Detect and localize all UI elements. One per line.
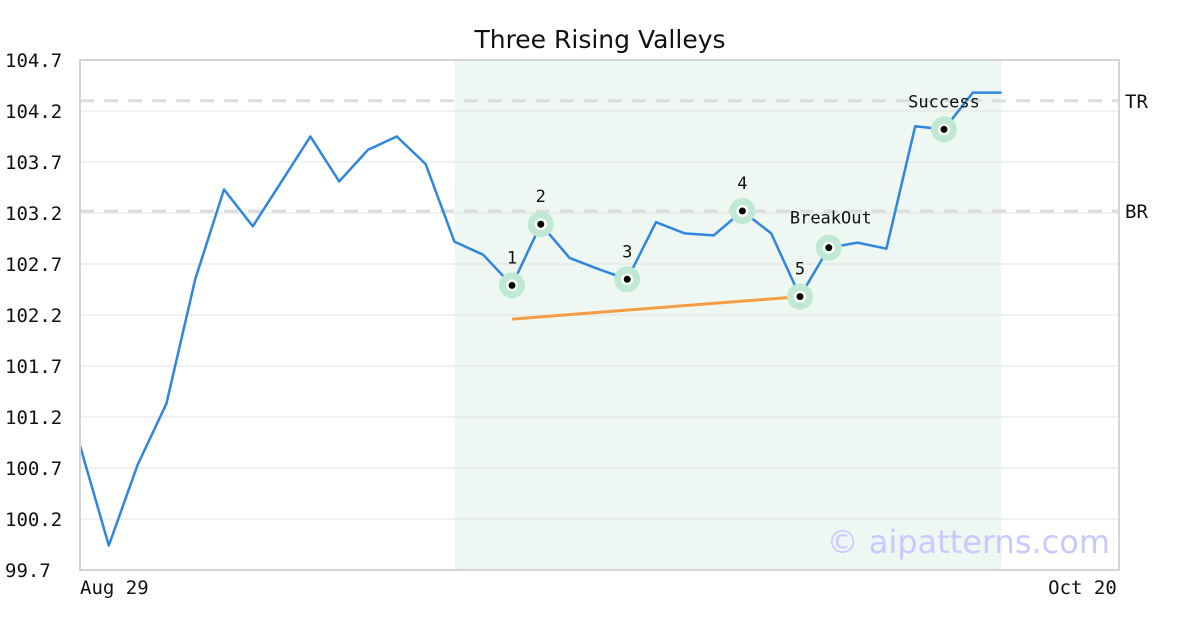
y-tick-label: 100.7 (5, 458, 62, 480)
point-dot (825, 244, 833, 252)
point-dot (796, 293, 804, 301)
point-dot (940, 125, 948, 133)
point-label: BreakOut (790, 209, 872, 229)
point-dot (738, 207, 746, 215)
plot-frame (79, 59, 1120, 571)
y-tick-label: 102.7 (5, 254, 62, 276)
point-label: 4 (737, 174, 747, 194)
point-label: 2 (536, 187, 546, 207)
y-tick-label: 103.2 (5, 203, 62, 225)
y-tick-label: 101.7 (5, 356, 62, 378)
level-label-tr: TR (1125, 91, 1148, 113)
watermark: © aipatterns.com (827, 523, 1110, 561)
pattern-point-success (931, 116, 957, 143)
y-tick-label: 100.2 (5, 509, 62, 531)
y-tick-label: 104.7 (5, 50, 62, 72)
pattern-point-1 (499, 272, 525, 299)
y-tick-label: 104.2 (5, 101, 62, 123)
x-tick-label: Aug 29 (80, 577, 149, 599)
pattern-point-5 (787, 283, 813, 310)
pattern-point-4 (729, 197, 756, 224)
point-label: 3 (622, 242, 632, 262)
valley-trendline (511, 295, 801, 321)
point-label: 1 (507, 248, 517, 268)
y-tick-label: 99.7 (5, 560, 51, 582)
y-tick-label: 103.7 (5, 152, 62, 174)
y-tick-label: 101.2 (5, 407, 62, 429)
point-dot (508, 281, 516, 289)
point-label: Success (908, 92, 980, 112)
x-tick-label: Oct 20 (1048, 577, 1117, 599)
point-dot (537, 220, 545, 228)
pattern-point-3 (614, 266, 641, 293)
y-tick-label: 102.2 (5, 305, 62, 327)
point-label: 5 (795, 260, 805, 280)
pattern-point-2 (527, 211, 554, 238)
pattern-point-breakout (815, 234, 842, 261)
chart-title: Three Rising Valleys (473, 25, 725, 54)
level-label-br: BR (1125, 201, 1148, 223)
point-dot (623, 275, 631, 283)
